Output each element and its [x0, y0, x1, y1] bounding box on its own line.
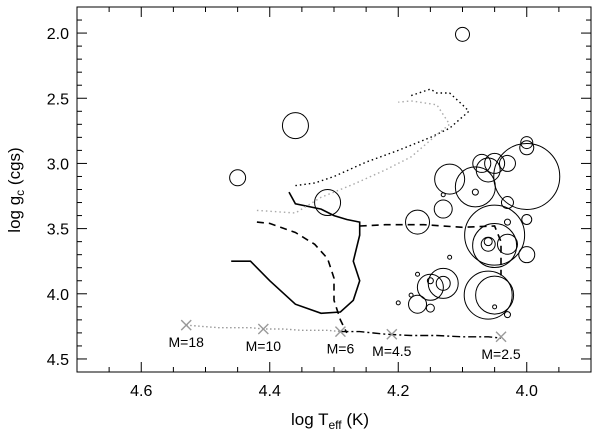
star-point — [480, 236, 496, 252]
mass-label: M=6 — [327, 341, 355, 357]
mass-label: M=18 — [169, 334, 205, 350]
star-point — [472, 223, 518, 269]
star-point — [521, 213, 533, 225]
star-point — [503, 311, 511, 319]
y-axis-ticks: 2.0 2.5 3.0 3.5 4.0 4.5 — [47, 19, 591, 369]
mass-label: M=10 — [246, 338, 282, 354]
star-point — [498, 154, 516, 172]
y-tick-label: 3.5 — [47, 222, 69, 239]
mass-marker-cross — [180, 319, 192, 331]
star-point — [493, 142, 561, 210]
mass-marker-cross — [257, 323, 269, 335]
x-tick-label: 4.6 — [130, 383, 152, 400]
star-point — [433, 199, 453, 219]
x-tick-label: 4.2 — [387, 383, 409, 400]
star-point — [426, 277, 434, 285]
star-point — [229, 169, 247, 187]
star-point — [464, 204, 526, 266]
star-point — [314, 189, 342, 217]
star-point — [425, 303, 435, 313]
star-point — [484, 152, 506, 174]
star-point — [408, 294, 428, 314]
x-axis-label: log Teff (K) — [291, 410, 369, 432]
mass-marker-cross — [386, 328, 398, 340]
star-point — [496, 233, 518, 255]
star-point — [518, 246, 536, 264]
star-point — [475, 275, 515, 315]
track-dashdot — [340, 330, 502, 339]
y-tick-label: 2.0 — [47, 26, 69, 43]
mass-label: M=4.5 — [372, 343, 412, 359]
star-point — [519, 140, 535, 156]
y-tick-label: 4.5 — [47, 352, 69, 369]
star-point — [492, 304, 498, 310]
star-point — [415, 271, 421, 277]
y-axis-label: log gc (cgs) — [5, 147, 27, 232]
star-point — [435, 275, 451, 291]
track-dotted-gray — [256, 100, 451, 214]
track-solid — [231, 191, 361, 315]
star-point — [416, 273, 444, 301]
star-point — [434, 163, 466, 195]
mass-marker-cross — [495, 331, 507, 343]
star-point — [405, 209, 431, 235]
star-points — [229, 26, 561, 320]
y-tick-label: 2.5 — [47, 91, 69, 108]
x-tick-label: 4.4 — [259, 383, 281, 400]
track-dotted — [295, 88, 470, 187]
star-point — [500, 196, 514, 210]
star-point — [408, 292, 414, 298]
star-point — [455, 26, 470, 42]
star-point — [483, 237, 493, 247]
track-dashed — [256, 221, 348, 334]
mass-label: M=2.5 — [481, 346, 521, 362]
plot-frame — [76, 6, 592, 373]
x-axis-ticks: 4.6 4.4 4.2 4.0 — [108, 7, 592, 400]
star-point — [520, 136, 534, 150]
star-point — [503, 218, 511, 226]
star-point — [281, 112, 309, 140]
mass-marker-cross — [334, 326, 346, 338]
track-dotted-zams — [186, 324, 341, 333]
star-point — [395, 300, 401, 306]
y-tick-label: 4.0 — [47, 287, 69, 304]
evolutionary-tracks — [186, 88, 502, 339]
star-point — [463, 270, 513, 320]
star-point — [475, 157, 501, 183]
star-point — [440, 192, 446, 198]
star-point — [471, 188, 479, 196]
track-dashed — [359, 223, 502, 276]
mass-markers: M=18 M=10 M=6 M=4.5 M=2.5 — [169, 319, 521, 362]
star-point — [472, 153, 492, 173]
star-point — [454, 166, 496, 208]
y-tick-label: 3.0 — [47, 156, 69, 173]
x-tick-label: 4.0 — [516, 383, 538, 400]
star-point — [447, 254, 453, 260]
